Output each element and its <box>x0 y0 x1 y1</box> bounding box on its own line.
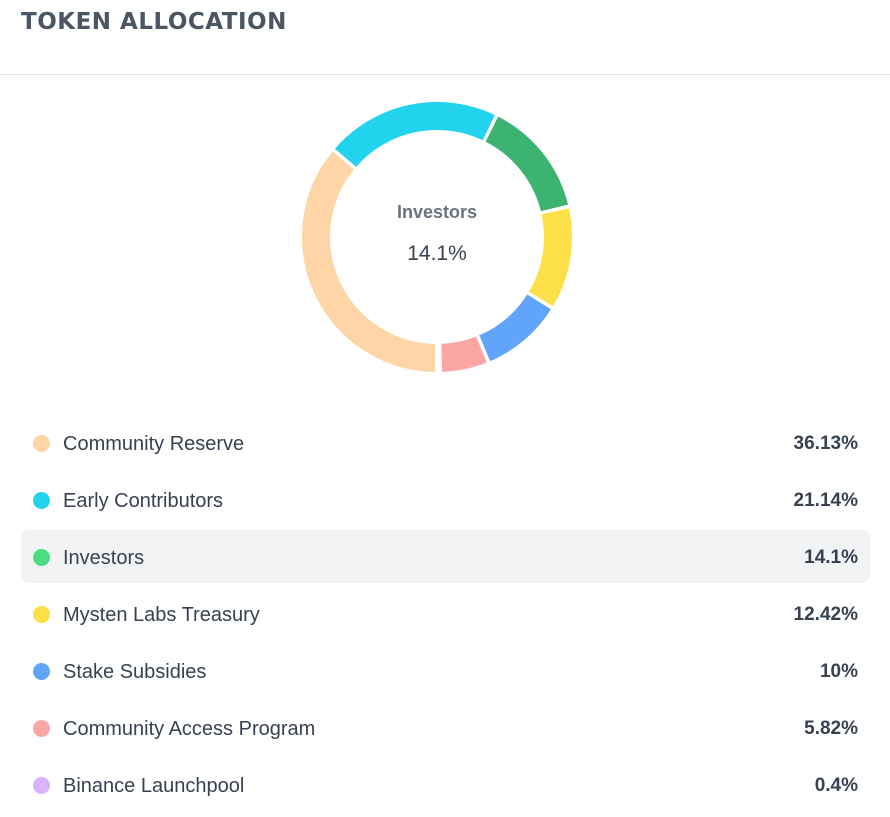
legend-value: 0.4% <box>814 775 858 796</box>
legend-value: 14.1% <box>804 547 858 568</box>
legend-label: Early Contributors <box>63 490 224 512</box>
legend-color-dot <box>33 720 50 737</box>
legend-color-dot <box>33 549 50 566</box>
legend-row[interactable]: Mysten Labs Treasury 12.42% <box>21 587 870 640</box>
legend-value: 36.13% <box>793 433 858 454</box>
legend-label: Mysten Labs Treasury <box>63 604 260 626</box>
donut-slice-investors[interactable] <box>482 113 571 214</box>
legend-value: 12.42% <box>793 604 858 625</box>
donut-slice-binance-launchpool[interactable] <box>436 341 441 375</box>
legend-color-dot <box>33 492 50 509</box>
legend-color-dot <box>33 606 50 623</box>
legend-label: Stake Subsidies <box>63 661 207 683</box>
legend-row[interactable]: Investors 14.1% <box>21 530 870 583</box>
legend-row[interactable]: Early Contributors 21.14% <box>21 473 870 526</box>
donut-slice-early-contributors[interactable] <box>332 100 498 170</box>
legend-label: Binance Launchpool <box>63 775 245 797</box>
donut-slice-community-reserve[interactable] <box>300 148 438 375</box>
legend-value: 10% <box>819 661 858 682</box>
legend-row[interactable]: Community Access Program 5.82% <box>21 701 870 754</box>
legend-row[interactable]: Community Reserve 36.13% <box>21 416 870 469</box>
donut-chart <box>300 100 574 375</box>
card-header: TOKEN ALLOCATION <box>0 0 890 75</box>
card-title: TOKEN ALLOCATION <box>21 9 287 35</box>
donut-center-label: Investors <box>396 202 478 222</box>
legend-value: 21.14% <box>793 490 858 511</box>
legend-color-dot <box>33 435 50 452</box>
legend-row[interactable]: Binance Launchpool 0.4% <box>21 758 870 811</box>
donut-slice-mysten-labs-treasury[interactable] <box>526 205 574 309</box>
legend-value: 5.82% <box>804 718 858 739</box>
donut-slice-community-access-program[interactable] <box>439 333 490 374</box>
legend-row[interactable]: Stake Subsidies 10% <box>21 644 870 697</box>
legend-color-dot <box>33 777 50 794</box>
donut-slice-stake-subsidies[interactable] <box>476 291 554 364</box>
legend-label: Community Access Program <box>63 718 316 740</box>
legend-label: Investors <box>63 547 145 569</box>
legend-color-dot <box>33 663 50 680</box>
donut-center-value: 14.1% <box>407 242 467 265</box>
allocation-legend: Community Reserve 36.13% Early Contributor… <box>21 416 870 815</box>
legend-label: Community Reserve <box>63 433 245 455</box>
